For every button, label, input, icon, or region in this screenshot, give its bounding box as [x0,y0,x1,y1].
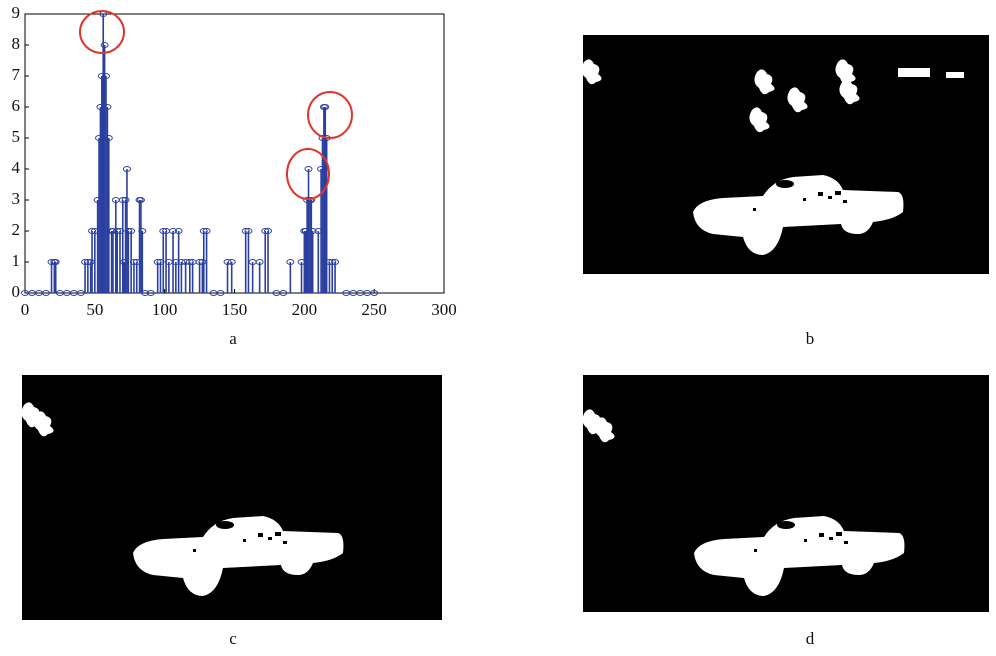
image-b [581,35,989,274]
y-tick-label: 3 [12,189,21,208]
y-tick-label: 0 [12,282,21,301]
panel-label: a [229,329,237,348]
x-tick-label: 50 [86,300,103,319]
image-d [582,375,989,612]
plot-frame [25,14,444,293]
y-tick-label: 2 [12,220,21,239]
panel-label: b [806,329,815,348]
y-tick-label: 9 [12,3,21,22]
x-tick-label: 250 [361,300,387,319]
x-tick-label: 200 [292,300,318,319]
y-tick-label: 1 [12,251,21,270]
image-c [21,375,442,620]
y-tick-label: 8 [12,34,21,53]
figure: 0 1 2 3 4 5 6 7 8 9 0 50 100 150 200 250 300 a b c d [0,0,996,651]
x-tick-label: 0 [21,300,30,319]
panel-label: c [229,629,237,648]
y-tick-label: 6 [12,96,21,115]
x-tick-label: 100 [152,300,178,319]
y-tick-label: 5 [12,127,21,146]
panel-label: d [806,629,815,648]
y-tick-label: 7 [12,65,21,84]
x-tick-label: 150 [222,300,248,319]
y-tick-label: 4 [12,158,21,177]
page: {"chart_data": {"type": "stem", "x": [0,… [0,0,996,651]
x-tick-label: 300 [431,300,457,319]
